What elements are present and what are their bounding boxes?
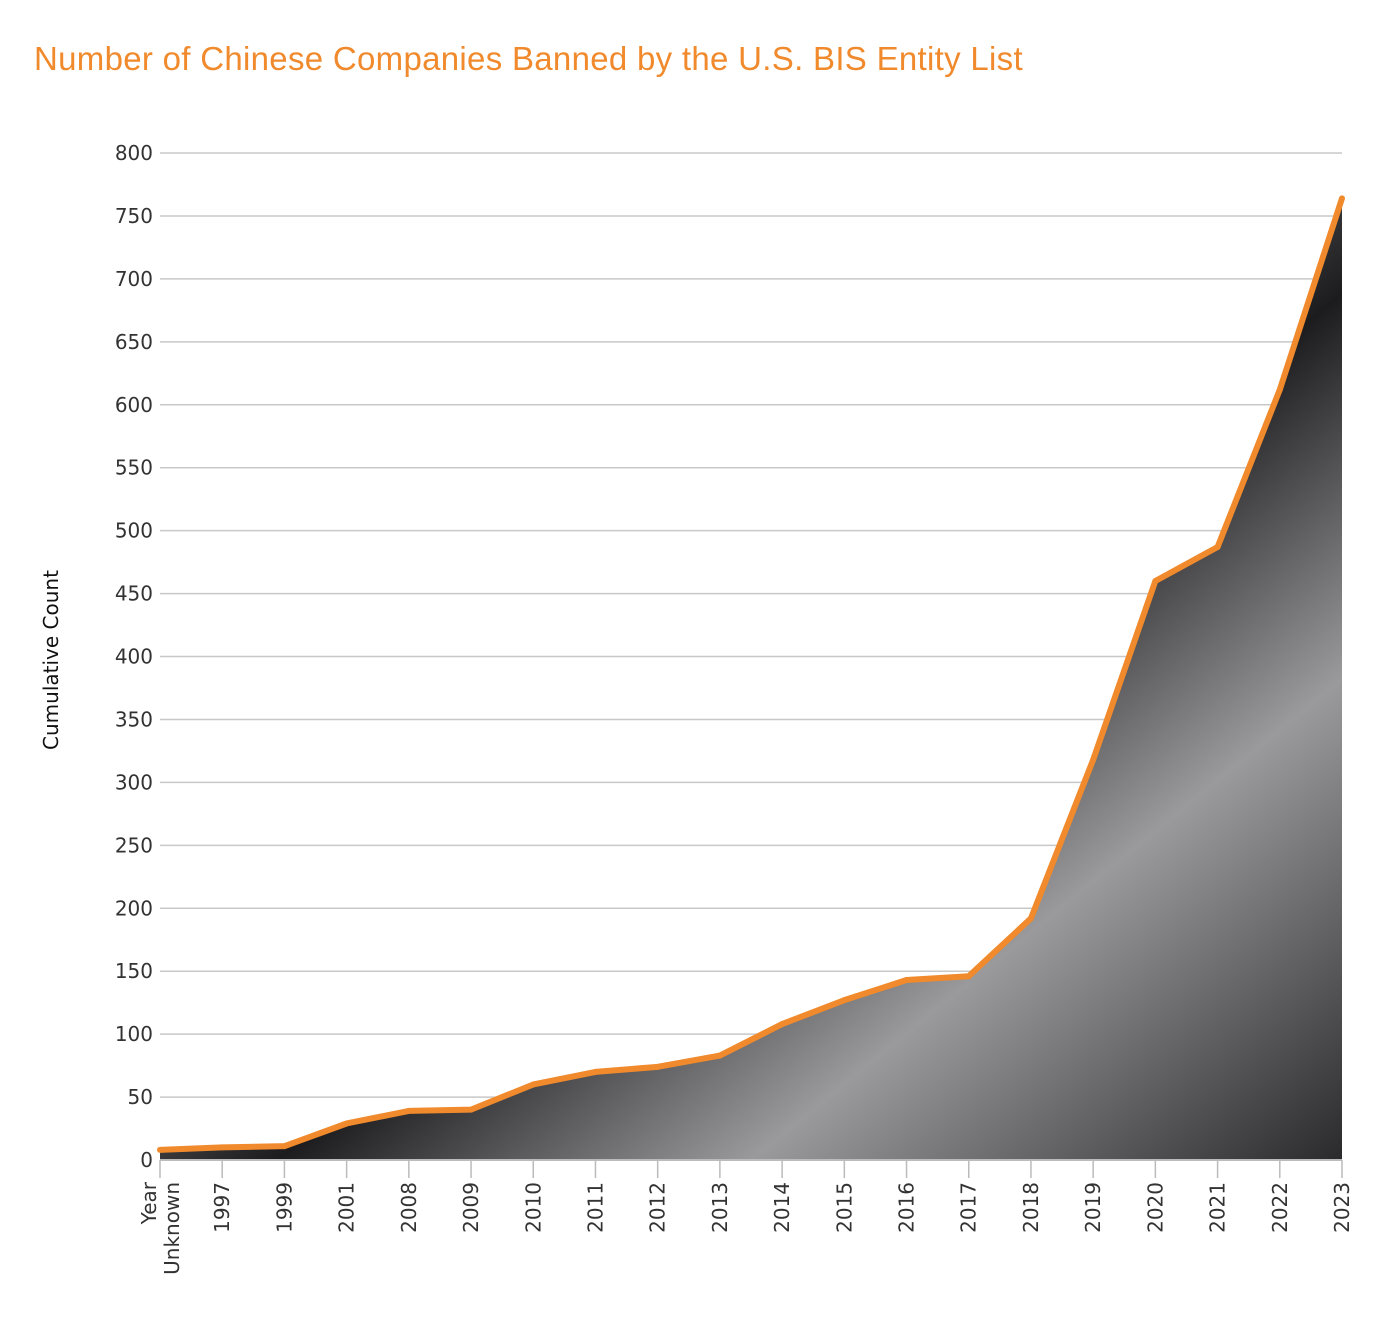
series-line bbox=[159, 197, 1345, 1153]
x-tick-label: 2013 bbox=[708, 1182, 732, 1233]
y-tick-label: 600 bbox=[115, 393, 153, 417]
x-tick-label: 2023 bbox=[1330, 1182, 1354, 1233]
y-tick-label: 750 bbox=[115, 204, 153, 228]
x-tick-label: YearUnknown bbox=[137, 1181, 184, 1275]
data-point bbox=[530, 1081, 537, 1088]
data-point bbox=[965, 973, 972, 980]
x-tick-label: 1997 bbox=[210, 1182, 234, 1233]
x-tick-label: 2016 bbox=[895, 1182, 919, 1233]
data-point bbox=[716, 1052, 723, 1059]
data-point bbox=[779, 1021, 786, 1028]
y-tick-label: 550 bbox=[115, 456, 153, 480]
data-point bbox=[1339, 195, 1345, 202]
data-point bbox=[1027, 915, 1034, 922]
y-tick-label: 50 bbox=[128, 1085, 153, 1109]
x-tick-label: 2008 bbox=[397, 1182, 421, 1233]
y-axis-label: Cumulative Count bbox=[39, 570, 63, 750]
y-tick-label: 700 bbox=[115, 267, 153, 291]
y-tick-label: 800 bbox=[115, 141, 153, 165]
y-tick-label: 450 bbox=[115, 582, 153, 606]
data-point bbox=[1276, 386, 1283, 393]
data-point bbox=[343, 1120, 350, 1127]
y-tick-label: 300 bbox=[115, 770, 153, 794]
x-tick-label: 2017 bbox=[957, 1182, 981, 1233]
x-tick-label: 2019 bbox=[1081, 1182, 1105, 1233]
chart-title: Number of Chinese Companies Banned by th… bbox=[34, 40, 1023, 77]
data-point bbox=[592, 1068, 599, 1075]
data-point bbox=[1214, 543, 1221, 550]
y-tick-label: 150 bbox=[115, 959, 153, 983]
x-tick-label: 2015 bbox=[832, 1182, 856, 1233]
area-fill bbox=[160, 198, 1342, 1160]
data-point bbox=[1152, 577, 1159, 584]
data-point bbox=[1090, 756, 1097, 763]
y-tick-label: 650 bbox=[115, 330, 153, 354]
data-point bbox=[219, 1144, 226, 1151]
x-tick-label: 2014 bbox=[770, 1182, 794, 1233]
data-point bbox=[654, 1063, 661, 1070]
x-tick-label: 2011 bbox=[583, 1182, 607, 1233]
y-tick-label: 400 bbox=[115, 645, 153, 669]
y-tick-label: 0 bbox=[140, 1148, 153, 1172]
x-tick-label: 2021 bbox=[1206, 1182, 1230, 1233]
data-point bbox=[841, 997, 848, 1004]
x-tick-label: 1999 bbox=[272, 1182, 296, 1233]
x-tick-label: 2009 bbox=[459, 1182, 483, 1233]
y-tick-label: 250 bbox=[115, 833, 153, 857]
data-point bbox=[157, 1146, 163, 1153]
data-point bbox=[903, 976, 910, 983]
y-tick-label: 100 bbox=[115, 1022, 153, 1046]
data-point bbox=[468, 1106, 475, 1113]
data-point bbox=[405, 1107, 412, 1114]
y-tick-label: 200 bbox=[115, 896, 153, 920]
x-tick-label: 2010 bbox=[521, 1182, 545, 1233]
x-tick-label: 2020 bbox=[1143, 1182, 1167, 1233]
x-tick-label: 2022 bbox=[1268, 1182, 1292, 1233]
data-point bbox=[281, 1143, 288, 1150]
x-tick-label: 2012 bbox=[646, 1182, 670, 1233]
x-tick-label: 2018 bbox=[1019, 1182, 1043, 1233]
x-tick-label: 2001 bbox=[335, 1182, 359, 1233]
y-tick-label: 500 bbox=[115, 519, 153, 543]
y-tick-label: 350 bbox=[115, 707, 153, 731]
